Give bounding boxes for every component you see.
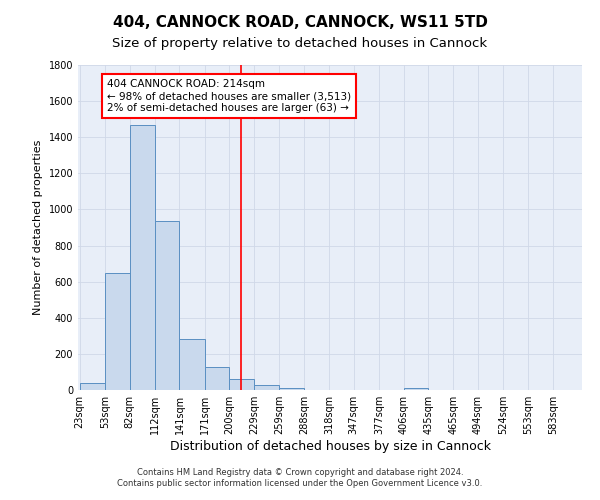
Bar [155,221,179,390]
Bar [404,388,428,390]
Text: 404 CANNOCK ROAD: 214sqm
← 98% of detached houses are smaller (3,513)
2% of semi: 404 CANNOCK ROAD: 214sqm ← 98% of detach… [107,80,351,112]
X-axis label: Distribution of detached houses by size in Cannock: Distribution of detached houses by size … [170,440,491,453]
Bar [179,340,205,390]
Y-axis label: Number of detached properties: Number of detached properties [33,140,43,315]
Bar [279,388,304,390]
Text: 404, CANNOCK ROAD, CANNOCK, WS11 5TD: 404, CANNOCK ROAD, CANNOCK, WS11 5TD [113,15,487,30]
Text: Size of property relative to detached houses in Cannock: Size of property relative to detached ho… [112,38,488,51]
Text: Contains HM Land Registry data © Crown copyright and database right 2024.
Contai: Contains HM Land Registry data © Crown c… [118,468,482,487]
Bar [80,383,105,390]
Bar [254,386,279,390]
Bar [105,273,130,390]
Bar [130,125,155,390]
Bar [229,379,254,390]
Bar [205,368,229,390]
